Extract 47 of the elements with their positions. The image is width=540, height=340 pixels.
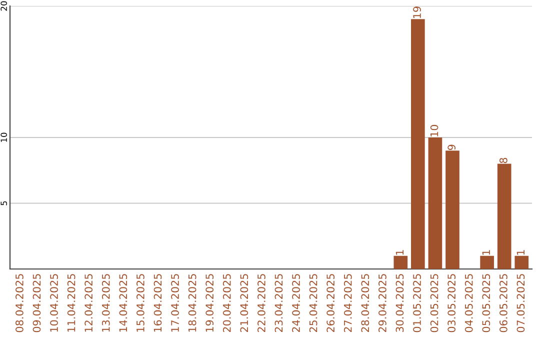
data-label: 8 bbox=[499, 158, 508, 164]
bar bbox=[480, 256, 494, 269]
x-tick-label: 04.05.2025 bbox=[464, 274, 473, 332]
x-tick-label: 23.04.2025 bbox=[274, 274, 283, 332]
data-label: 1 bbox=[482, 250, 490, 255]
bar bbox=[411, 19, 425, 269]
x-tick-label: 08.04.2025 bbox=[16, 274, 24, 332]
data-label: 19 bbox=[413, 6, 421, 18]
x-tick-label: 06.05.2025 bbox=[499, 274, 508, 332]
x-tick-label: 02.05.2025 bbox=[430, 274, 438, 332]
x-tick-label: 10.04.2025 bbox=[50, 274, 58, 332]
x-tick-label: 01.05.2025 bbox=[413, 274, 421, 332]
data-label: 1 bbox=[516, 250, 525, 255]
x-tick-label: 13.04.2025 bbox=[102, 274, 110, 332]
data-label: 1 bbox=[396, 250, 404, 255]
x-tick-label: 20.04.2025 bbox=[222, 274, 231, 332]
x-tick-label: 12.04.2025 bbox=[84, 274, 93, 332]
x-tick-label: 07.05.2025 bbox=[516, 274, 525, 332]
x-tick-label: 09.04.2025 bbox=[32, 274, 41, 332]
y-tick-label: 20 bbox=[0, 1, 7, 11]
x-tick-label: 19.04.2025 bbox=[206, 274, 214, 332]
x-tick-label: 28.04.2025 bbox=[361, 274, 370, 332]
x-tick-label: 21.04.2025 bbox=[240, 274, 248, 332]
x-tick-label: 03.05.2025 bbox=[448, 274, 456, 332]
bar bbox=[497, 164, 512, 269]
x-tick-label: 16.04.2025 bbox=[154, 274, 162, 332]
x-tick-label: 27.04.2025 bbox=[344, 274, 352, 332]
bar bbox=[446, 150, 460, 269]
bar bbox=[428, 138, 442, 269]
x-tick-label: 26.04.2025 bbox=[326, 274, 335, 332]
x-tick-label: 14.04.2025 bbox=[119, 274, 128, 332]
data-label: 9 bbox=[448, 144, 456, 150]
x-tick-label: 25.04.2025 bbox=[309, 274, 318, 332]
data-label: 10 bbox=[430, 124, 438, 136]
x-tick-label: 24.04.2025 bbox=[292, 274, 300, 332]
x-tick-label: 11.04.2025 bbox=[67, 274, 76, 332]
x-tick-label: 22.04.2025 bbox=[258, 274, 266, 332]
x-tick-label: 30.04.2025 bbox=[396, 274, 404, 332]
y-tick-label: 5 bbox=[0, 201, 7, 206]
x-tick-label: 05.05.2025 bbox=[482, 274, 490, 332]
bar bbox=[394, 256, 408, 269]
bar bbox=[514, 256, 529, 269]
x-tick-label: 18.04.2025 bbox=[188, 274, 196, 332]
y-tick-label: 10 bbox=[0, 132, 7, 142]
x-tick-label: 29.04.2025 bbox=[378, 274, 386, 332]
x-tick-label: 15.04.2025 bbox=[136, 274, 144, 332]
x-tick-label: 17.04.2025 bbox=[171, 274, 179, 332]
